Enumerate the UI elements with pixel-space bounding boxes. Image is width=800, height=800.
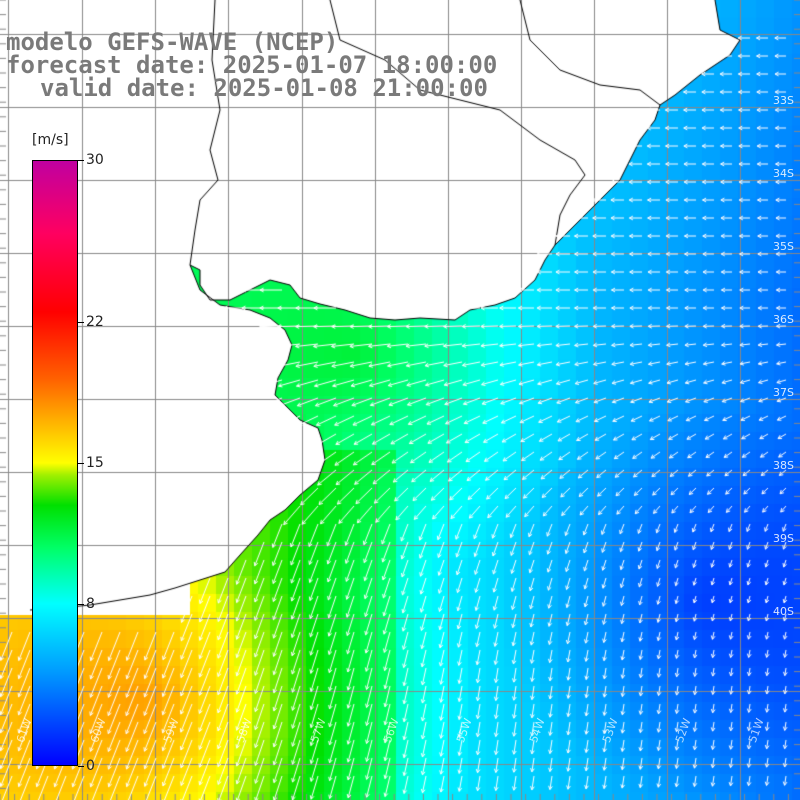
colorbar-tick: [78, 604, 84, 606]
latitude-label: 39S: [773, 532, 794, 545]
colorbar-tick-label: 8: [86, 596, 95, 613]
colorbar-tick-label: 15: [86, 455, 104, 471]
forecast-date: forecast date: 2025-01-07 18:00:00: [6, 51, 498, 79]
colorbar-unit: [m/s]: [32, 132, 69, 148]
colorbar: [32, 160, 78, 766]
colorbar-tick-label: 0: [86, 758, 95, 774]
colorbar-tick-label: 22: [86, 313, 104, 330]
latitude-label: 37S: [773, 386, 794, 399]
colorbar-tick: [78, 463, 84, 464]
colorbar-tick: [78, 321, 84, 323]
latitude-label: 38S: [773, 459, 794, 472]
colorbar-tick-label: 30: [86, 152, 104, 168]
latitude-label: 33S: [773, 94, 794, 107]
colorbar-tick: [78, 160, 84, 161]
latitude-label: 35S: [773, 240, 794, 253]
latitude-label: 34S: [773, 167, 794, 180]
valid-date: valid date: 2025-01-08 21:00:00: [40, 74, 488, 102]
latitude-label: 40S: [773, 605, 794, 618]
model-title: modelo GEFS-WAVE (NCEP): [6, 28, 339, 56]
colorbar-tick: [78, 766, 84, 767]
latitude-label: 36S: [773, 313, 794, 326]
